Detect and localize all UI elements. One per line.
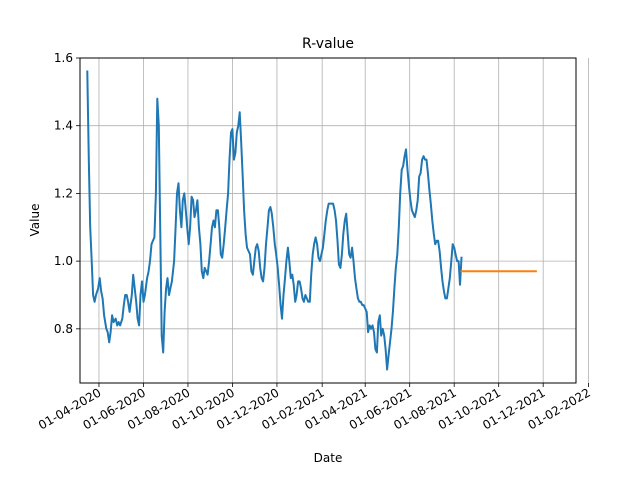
x-axis-label: Date	[314, 451, 343, 465]
y-tick-label: 1.6	[54, 51, 73, 65]
series-line-1	[86, 70, 463, 371]
y-axis-ticks: 0.8 1.0 1.2 1.4 1.6	[54, 51, 80, 336]
y-tick-label: 1.2	[54, 186, 73, 200]
y-tick-label: 0.8	[54, 322, 73, 336]
grid-lines	[80, 57, 589, 383]
y-tick-label: 1.4	[54, 119, 73, 133]
y-tick-label: 1.0	[54, 254, 73, 268]
y-axis-label: Value	[28, 204, 42, 237]
plot-frame	[79, 57, 577, 384]
chart-title: R-value	[302, 36, 354, 52]
series-lines	[86, 70, 537, 371]
x-axis-ticks: 01-04-202001-06-202001-08-202001-10-2020…	[36, 383, 593, 432]
